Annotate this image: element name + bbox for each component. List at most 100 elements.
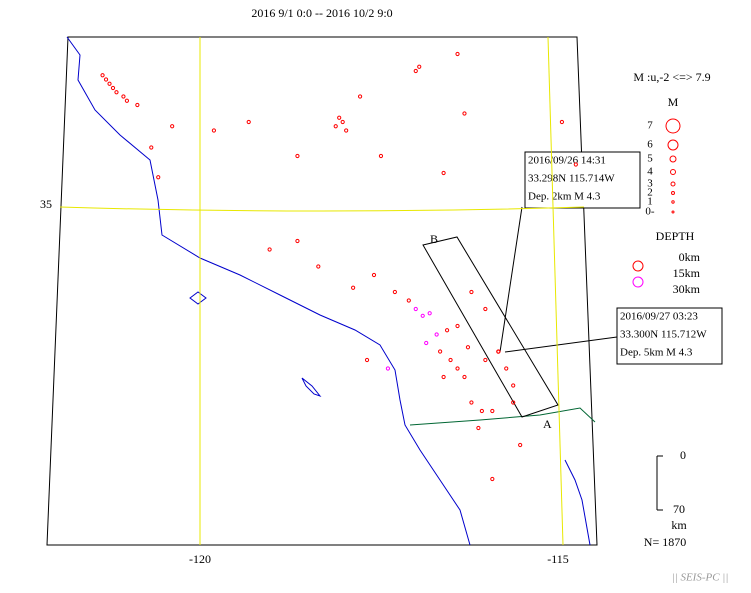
epicenter (462, 111, 467, 116)
epicenter (427, 311, 432, 316)
epicenter (246, 119, 251, 125)
event-count: N= 1870 (644, 535, 686, 549)
callout-text: Dep. 5km M 4.3 (620, 347, 693, 359)
epicenter (465, 345, 471, 350)
epicenter (490, 476, 495, 482)
epicenter (333, 124, 338, 129)
epicenter (483, 306, 488, 312)
epicenter (448, 357, 453, 363)
island (189, 291, 207, 305)
magnitude-symbol (671, 191, 675, 195)
epicenter (340, 119, 345, 125)
callout-text: Dep. 2km M 4.3 (528, 191, 601, 203)
profile-b: B (430, 232, 438, 246)
latitude-line (59, 206, 585, 212)
epicenter (438, 349, 443, 354)
epicenter (121, 94, 126, 99)
depth-symbol (632, 276, 644, 288)
magnitude-symbol (670, 181, 676, 187)
epicenter (103, 77, 109, 82)
epicenter (455, 323, 460, 329)
epicenter (455, 366, 460, 371)
epicenter (496, 349, 501, 354)
magnitude-title: M :u,-2 <=> 7.9 (633, 70, 710, 84)
epicenter (170, 124, 175, 129)
epicenter (573, 162, 578, 167)
callout-leader (504, 336, 618, 353)
epicenter (107, 81, 112, 86)
epicenter (462, 374, 467, 380)
epicenter (476, 425, 481, 431)
epicenter (479, 408, 484, 414)
epicenter (483, 357, 488, 363)
callout-leader (499, 206, 523, 353)
epicenter (434, 332, 439, 337)
epicenter (357, 94, 363, 99)
epicenter (337, 115, 342, 120)
callout-text: 33.298N 115.714W (528, 173, 615, 185)
coastline (66, 36, 471, 546)
magnitude-label: 5 (647, 153, 653, 165)
callout-text: 2016/09/27 03:23 (620, 311, 698, 323)
profile-a: A (543, 417, 552, 431)
magnitude-label: 2 (647, 187, 653, 199)
footer: || SEIS-PC || (672, 572, 729, 584)
epicenter (424, 340, 429, 346)
depth-scale-bottom: 70 (673, 502, 685, 516)
epicenter (100, 73, 105, 78)
longitude-label: -115 (547, 552, 569, 566)
epicenter (385, 366, 391, 371)
epicenter (378, 153, 384, 159)
epicenter (441, 374, 446, 380)
depth-symbol (632, 260, 644, 272)
magnitude-label: 6 (647, 139, 653, 151)
depth-scale-top: 0 (680, 448, 686, 462)
epicenter (413, 306, 418, 312)
epicenter (124, 98, 130, 103)
callout-box (616, 307, 723, 365)
latitude-label: 35 (40, 197, 52, 211)
magnitude-symbol (671, 200, 675, 204)
epicenter (417, 64, 422, 69)
depth-label: 15km (673, 266, 701, 280)
profile-box (422, 236, 559, 418)
epicenter (364, 357, 370, 363)
magnitude-label: 3 (647, 178, 653, 190)
magnitude-label: 0- (645, 206, 655, 218)
epicenter (413, 68, 418, 74)
magnitude-label: 4 (647, 166, 653, 178)
epicenter (559, 119, 565, 125)
magnitude-label: 1 (647, 196, 653, 208)
magnitude-symbol (665, 118, 681, 134)
epicenter (392, 289, 397, 295)
map-frame (46, 36, 598, 546)
epicenter (469, 289, 474, 295)
depth-title: DEPTH (656, 229, 695, 243)
epicenter (156, 175, 161, 180)
callout-text: 2016/09/26 14:31 (528, 155, 606, 167)
depth-scale-unit: km (671, 518, 687, 532)
epicenter (490, 408, 495, 414)
epicenter (267, 247, 272, 252)
epicenter (518, 442, 523, 448)
epicenter (295, 153, 300, 159)
epicenter (114, 90, 119, 95)
epicenter (455, 51, 460, 57)
magnitude-header: M (668, 95, 679, 109)
depth-label: 30km (673, 282, 701, 296)
epicenter (444, 328, 450, 333)
epicenter (511, 400, 516, 405)
epicenter (351, 285, 356, 290)
magnitude-symbol (671, 210, 675, 214)
epicenter (295, 238, 300, 244)
depth-label: 0km (679, 250, 701, 264)
map-title: 2016 9/1 0:0 -- 2016 10/2 9:0 (251, 6, 392, 20)
epicenter (469, 400, 474, 405)
callout-box (524, 151, 641, 209)
epicenter (420, 313, 425, 318)
epicenter (135, 102, 140, 108)
magnitude-symbol (670, 169, 676, 175)
epicenter (149, 145, 154, 150)
epicenter (504, 366, 509, 371)
